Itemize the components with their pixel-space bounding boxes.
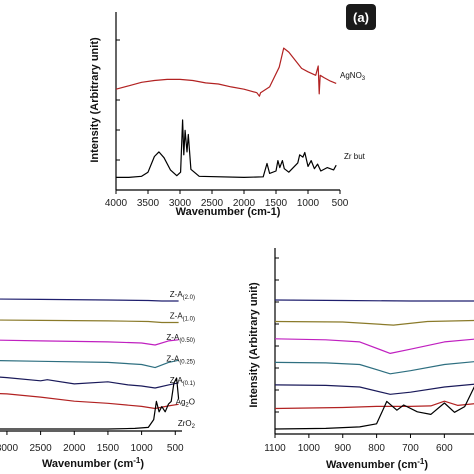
panel-a: 4000 3500 3000 2500 2000 1500 1000 500 Wavenumb… [89, 12, 366, 218]
panel-a-x-label: Wavenumber (cm-1) [176, 206, 281, 218]
panel-c-x-label: Wavenumber (cm-1) [326, 457, 428, 471]
panel-c-series-z-a-0-50 [274, 338, 474, 354]
x-tick-label-1000: 1000 [130, 443, 153, 454]
x-tick-label-1000: 1000 [297, 198, 320, 209]
panel-a-x-ticks: 4000 3500 3000 2500 2000 1500 1000 500 [105, 190, 349, 209]
x-tick-label-1500: 1500 [265, 198, 288, 209]
panel-b-series-z-a-2-0 [0, 298, 179, 302]
x-tick-label-500: 500 [332, 198, 349, 209]
panel-b-series-label-z-a-1-0: Z-A(1.0) [170, 312, 195, 323]
panel-c-series [274, 299, 474, 430]
x-tick-label-2000: 2000 [233, 198, 256, 209]
panel-b-x-ticks: 3000 2500 2000 1500 1000 500 [0, 431, 184, 454]
panel-c-series-zro2 [274, 386, 474, 430]
x-tick-label-2000: 2000 [63, 443, 86, 454]
panel-b-series-label-zro2: ZrO2 [178, 419, 196, 430]
panel-b-series [0, 298, 180, 430]
panel-b-series-label-z-a-0-1: Z-A(0.1) [170, 376, 195, 387]
panel-c-series-ag2o [274, 400, 474, 410]
panel-b: 3000 2500 2000 1500 1000 500 Z-A(2.0) Z-A(1.0)… [0, 290, 196, 470]
x-tick-label-500: 500 [167, 443, 184, 454]
panel-b-series-z-a-1-0 [0, 319, 179, 324]
panel-b-series-z-a-0-25 [0, 359, 179, 369]
x-tick-label-600: 600 [436, 443, 453, 454]
x-tick-label-1000: 1000 [298, 443, 321, 454]
panel-b-series-label-ag2o: Ag2O [176, 398, 195, 409]
panel-b-series-labels: Z-A(2.0) Z-A(1.0) Z-A(0.50) Z-A(0.25) Z-A(0.… [166, 290, 195, 430]
panel-c-y-ticks [275, 257, 279, 435]
x-tick-label-3000: 3000 [169, 198, 192, 209]
x-tick-label-4000: 4000 [105, 198, 128, 209]
panel-c: 1100 1000 900 800 700 600 Wavenumber (cm-1) I… [248, 248, 474, 471]
panel-c-series-z-a-1-0 [274, 319, 474, 326]
panel-b-series-z-a-0-50 [0, 339, 179, 346]
panel-b-series-zro2 [0, 377, 180, 430]
x-tick-label-1100: 1100 [264, 443, 286, 454]
x-tick-label-1500: 1500 [97, 443, 120, 454]
panel-b-series-label-z-a-0-25: Z-A(0.25) [166, 355, 195, 366]
x-tick-label-700: 700 [402, 443, 419, 454]
panel-b-series-label-z-a-2-0: Z-A(2.0) [170, 290, 195, 301]
x-tick-label-900: 900 [334, 443, 351, 454]
x-tick-label-3500: 3500 [137, 198, 160, 209]
panel-c-x-ticks: 1100 1000 900 800 700 600 [264, 434, 453, 454]
panel-a-y-label: Intensity (Arbitrary unit) [89, 37, 101, 163]
panel-b-series-ag2o [0, 393, 179, 410]
panel-b-x-label: Wavenumber (cm-1) [42, 456, 144, 470]
panel-c-series-z-a-0-1 [274, 383, 474, 395]
panel-a-series-agno3 [115, 47, 337, 97]
panel-a-tag-text: (a) [353, 10, 369, 25]
panel-b-series-label-z-a-0-50: Z-A(0.50) [166, 333, 195, 344]
panel-a-series [115, 47, 337, 178]
x-tick-label-3000: 3000 [0, 443, 18, 454]
x-tick-label-2500: 2500 [201, 198, 224, 209]
x-tick-label-2500: 2500 [29, 443, 52, 454]
panel-a-tag: (a) [346, 4, 376, 30]
x-tick-label-800: 800 [368, 443, 385, 454]
panel-a-series-label-agno3: AgNO3 [340, 71, 366, 82]
panel-c-series-z-a-0-25 [274, 361, 474, 375]
panel-a-series-zr-but [116, 119, 337, 178]
panel-c-series-z-a-2-0 [274, 299, 474, 302]
panel-a-series-label-zr-but: Zr but [344, 152, 366, 161]
panel-a-y-ticks [116, 39, 120, 191]
panel-b-series-z-a-0-1 [0, 376, 179, 389]
panel-c-y-label: Intensity (Arbitrary unit) [248, 282, 260, 408]
panel-a-tag-box [346, 4, 376, 30]
